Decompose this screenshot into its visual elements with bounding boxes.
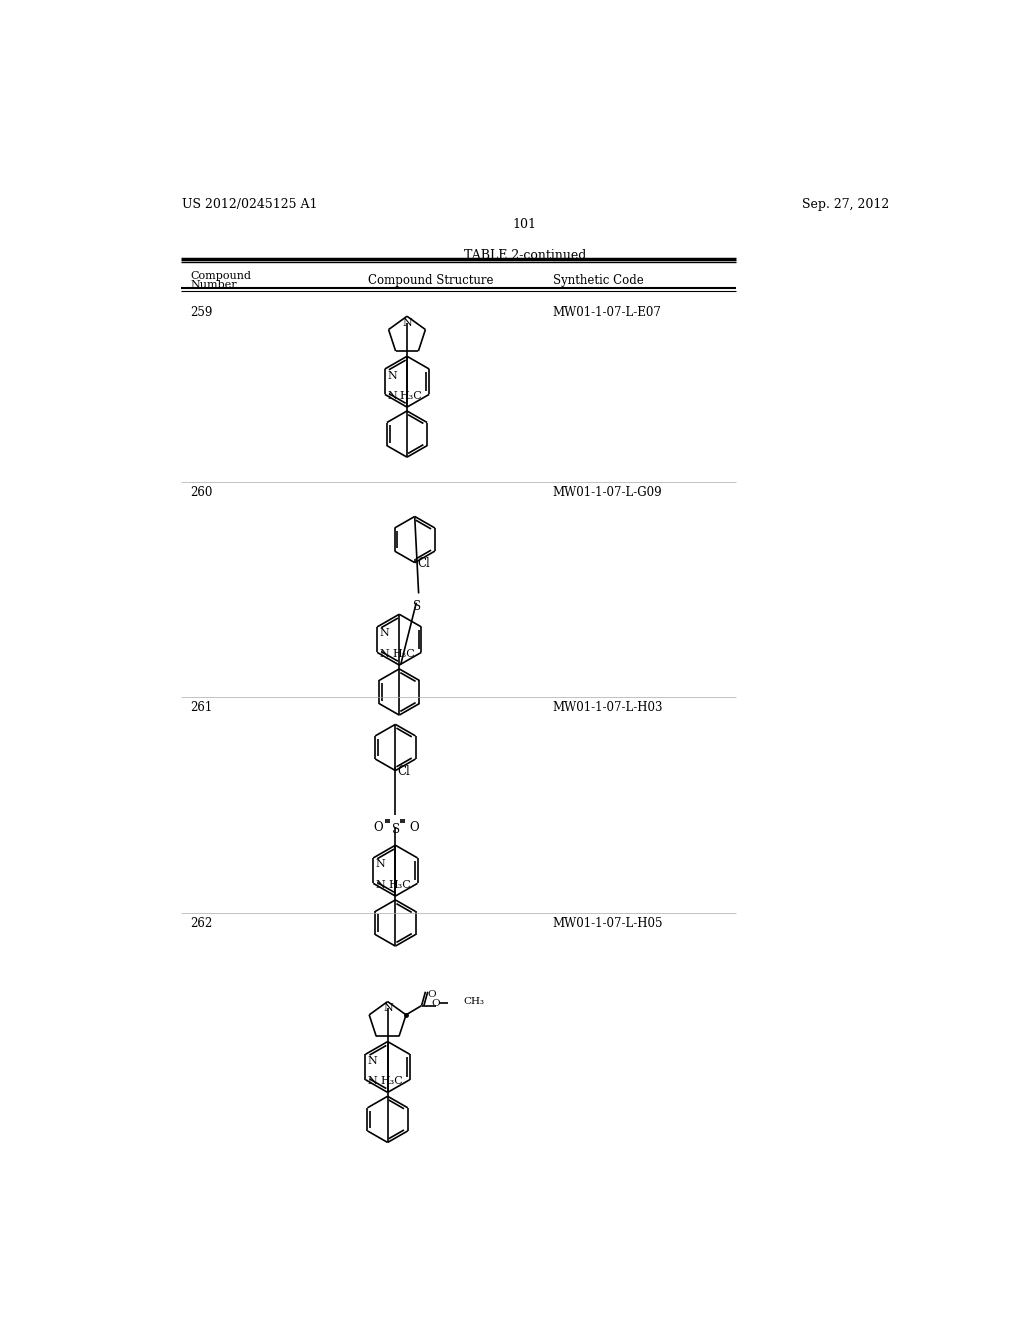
Text: S: S [392,822,400,836]
Text: TABLE 2-continued: TABLE 2-continued [464,249,586,263]
Text: O: O [431,999,440,1008]
Text: N: N [368,1076,378,1086]
Text: N: N [376,859,385,870]
Text: Number: Number [190,280,237,290]
Text: Cl: Cl [417,557,430,570]
Text: 260: 260 [190,486,212,499]
Text: 262: 262 [190,917,212,929]
Text: 261: 261 [190,701,212,714]
Text: N: N [380,628,389,639]
Text: 101: 101 [513,218,537,231]
Text: N: N [368,1056,378,1065]
Text: N: N [376,879,385,890]
Text: N: N [402,318,413,327]
Text: Cl: Cl [397,766,411,779]
Text: MW01-1-07-L-E07: MW01-1-07-L-E07 [553,306,662,319]
Text: US 2012/0245125 A1: US 2012/0245125 A1 [182,198,317,211]
Text: MW01-1-07-L-H03: MW01-1-07-L-H03 [553,701,664,714]
Text: 259: 259 [190,306,212,319]
Text: Synthetic Code: Synthetic Code [553,275,643,286]
Text: H₃C: H₃C [388,879,411,890]
Text: N: N [387,371,397,380]
Text: O: O [374,821,383,834]
Text: N: N [384,1003,393,1012]
Text: S: S [413,599,421,612]
Text: Sep. 27, 2012: Sep. 27, 2012 [802,198,890,211]
Text: Compound Structure: Compound Structure [369,275,494,286]
Text: H₃C: H₃C [380,1076,403,1086]
Text: MW01-1-07-L-H05: MW01-1-07-L-H05 [553,917,664,929]
Text: N: N [380,648,389,659]
Text: H₃C: H₃C [399,391,423,400]
Text: CH₃: CH₃ [464,997,484,1006]
Text: N: N [387,391,397,400]
Text: Compound: Compound [190,271,251,281]
Text: H₃C: H₃C [392,648,415,659]
Text: O: O [427,990,435,999]
Text: MW01-1-07-L-G09: MW01-1-07-L-G09 [553,486,663,499]
Text: O: O [410,821,419,834]
